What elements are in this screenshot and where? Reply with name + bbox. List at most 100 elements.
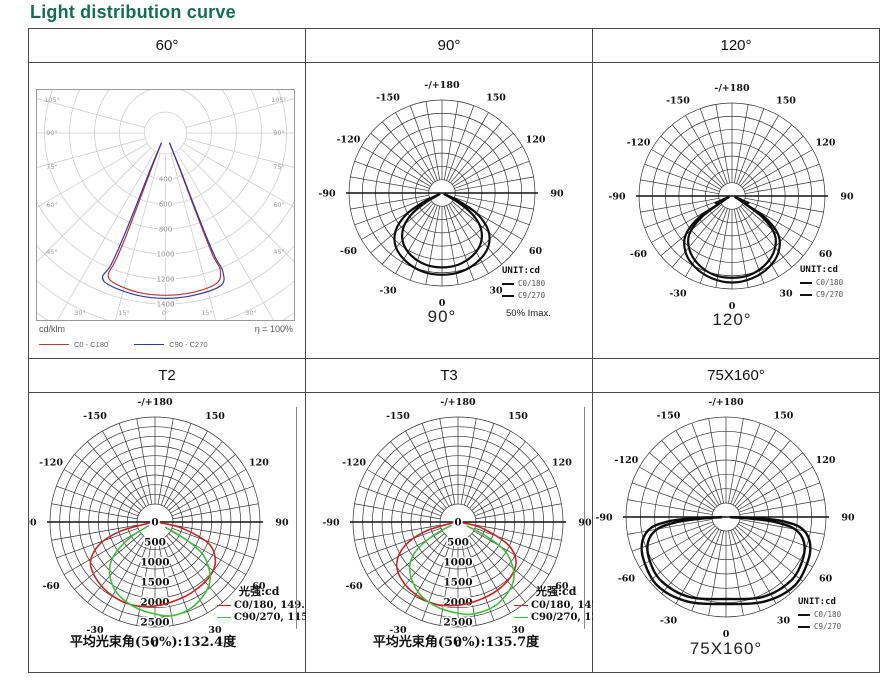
blue-line-swatch (134, 343, 165, 346)
plot-cell-t2: -/+180 150 120 90 60 30 0 -30 -60 -90 -120 -150 0 500… (29, 393, 319, 672)
svg-text:0: 0 (454, 517, 461, 529)
red-line-swatch (39, 343, 69, 346)
svg-text:60: 60 (555, 581, 569, 592)
svg-text:1000: 1000 (140, 557, 169, 569)
black-line-swatch (798, 625, 810, 628)
svg-text:90: 90 (841, 513, 855, 524)
header-label: T3 (440, 367, 458, 384)
legend-label: C0/180, 149.2° (234, 600, 317, 611)
svg-text:90: 90 (840, 192, 854, 203)
plot-90-legend: UNIT:cd C0/180 C9/270 (502, 266, 545, 300)
legend-title: UNIT:cd (502, 266, 540, 276)
svg-text:-150: -150 (657, 410, 681, 421)
svg-text:45°: 45° (273, 248, 285, 256)
svg-text:-90: -90 (595, 513, 613, 524)
svg-text:90: 90 (275, 518, 289, 529)
svg-text:500: 500 (144, 537, 166, 549)
svg-text:-150: -150 (386, 411, 410, 422)
svg-text:1200: 1200 (157, 276, 175, 284)
svg-text:30°: 30° (245, 309, 257, 317)
polar-chart-60: 105° 105° 90° 90° 75° 75° 60° 60° 45° 45° 30° 15° 0°… (36, 89, 295, 321)
legend-title: UNIT:cd (798, 597, 836, 607)
svg-text:-30: -30 (660, 616, 678, 627)
header-label: T2 (158, 367, 176, 384)
legend-title: 光强:cd (536, 585, 577, 598)
polar-chart-90: -/+180 150 120 90 60 30 0 -30 -60 -90 -120 -150 (318, 80, 564, 309)
black-line-swatch (798, 613, 810, 616)
svg-text:0: 0 (729, 301, 736, 312)
header-label: 120° (720, 37, 752, 54)
page-title: Light distribution curve (30, 2, 236, 22)
svg-text:500: 500 (447, 537, 469, 549)
svg-text:-90: -90 (608, 192, 626, 203)
red-line-swatch (514, 604, 528, 607)
plot-60-footer: cd/klm η = 100% (39, 324, 293, 334)
svg-text:-/+180: -/+180 (424, 80, 460, 91)
plot-cell-75x160: -/+180 150 120 90 60 30 0 -30 -60 -90 -120 -150 UNI… (593, 393, 879, 672)
legend-label: C0/180 (816, 278, 844, 287)
black-line-swatch (800, 293, 812, 296)
black-line-swatch (502, 294, 514, 297)
svg-text:30: 30 (779, 289, 793, 300)
svg-text:120: 120 (526, 135, 546, 146)
svg-text:-30: -30 (389, 625, 407, 636)
svg-text:-150: -150 (83, 411, 107, 422)
header-label: 75X160° (707, 367, 765, 384)
black-line-swatch (502, 282, 514, 285)
legend-title: 光强:cd (239, 585, 280, 598)
svg-text:150: 150 (774, 410, 794, 421)
legend-item: C0/180 (798, 610, 841, 619)
svg-text:-30: -30 (669, 289, 687, 300)
column-header-75x160: 75X160° (593, 359, 879, 393)
svg-text:1500: 1500 (443, 577, 472, 589)
column-header-90: 90° (306, 29, 593, 63)
svg-text:2500: 2500 (140, 617, 169, 629)
svg-text:90°: 90° (273, 129, 285, 137)
polar-chart-75x160: -/+180 150 120 90 60 30 0 -30 -60 -90 -120 -150 (595, 397, 855, 640)
legend-item: C9/270 (502, 291, 545, 300)
legend-label: C90/270, 115.7 (234, 612, 319, 623)
svg-text:2500: 2500 (443, 617, 472, 629)
legend-label: C0/180, 147.5° (531, 600, 614, 611)
plot-90-caption: 90° (427, 307, 457, 326)
svg-text:120: 120 (816, 455, 836, 466)
red-line-swatch (217, 604, 231, 607)
svg-text:-120: -120 (627, 138, 651, 149)
unit-label: cd/klm (39, 324, 66, 334)
black-line-swatch (800, 281, 812, 284)
svg-text:150: 150 (776, 95, 796, 106)
svg-text:-150: -150 (666, 95, 690, 106)
legend-label: C9/270 (518, 291, 546, 300)
svg-text:-60: -60 (345, 581, 363, 592)
legend-label: C90 - C270 (169, 340, 208, 349)
light-distribution-table: 60° 90° 120° 105° 105° 90° 90° 75° 75° 60° 60° 4… (28, 28, 880, 673)
green-line-swatch (217, 616, 231, 619)
legend-item: C9/270 (800, 290, 843, 299)
svg-text:60: 60 (529, 246, 543, 257)
legend-item: C0 - C180 (39, 340, 108, 349)
svg-text:-60: -60 (630, 249, 648, 260)
plot-75x160-legend: UNIT:cd C0/180 C9/270 (798, 597, 841, 631)
svg-text:90°: 90° (46, 129, 58, 137)
legend-item: C9/270 (798, 622, 841, 631)
svg-text:30°: 30° (74, 309, 86, 317)
svg-text:-60: -60 (618, 574, 636, 585)
header-label: 90° (437, 37, 461, 54)
polar-chart-t3: -/+180 150 120 90 60 30 0 -30 -60 -90 -120 -150 0 500… (322, 397, 592, 650)
legend-title: UNIT:cd (800, 265, 838, 275)
legend-label: C90/270, 123.9 (531, 612, 616, 623)
svg-text:-60: -60 (42, 581, 60, 592)
svg-text:45°: 45° (46, 248, 58, 256)
plot-120-legend: UNIT:cd C0/180 C9/270 (800, 265, 843, 299)
svg-text:150: 150 (205, 411, 225, 422)
svg-text:1500: 1500 (140, 577, 169, 589)
svg-text:-/+180: -/+180 (708, 397, 744, 408)
svg-text:400: 400 (159, 176, 172, 184)
legend-label: C0/180 (814, 610, 842, 619)
svg-text:600: 600 (159, 201, 172, 209)
column-header-t3: T3 (306, 359, 593, 393)
svg-text:30: 30 (208, 625, 222, 636)
svg-text:800: 800 (159, 226, 172, 234)
svg-text:120: 120 (552, 458, 572, 469)
